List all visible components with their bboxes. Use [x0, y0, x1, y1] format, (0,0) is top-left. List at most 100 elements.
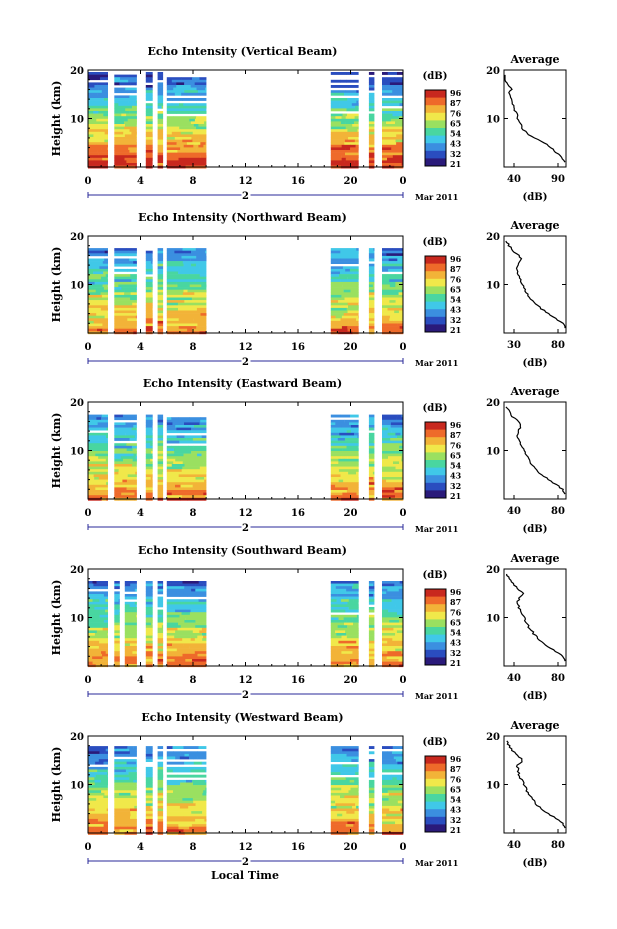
- heatmap-cell: [355, 803, 359, 807]
- heatmap-cell: [347, 276, 359, 280]
- colorbar-frame: [424, 588, 447, 666]
- heatmap-cell: [166, 315, 181, 319]
- heatmap-cell: [126, 113, 137, 117]
- heatmap-cell: [124, 646, 137, 649]
- heatmap-cell: [347, 98, 359, 101]
- heatmap-cell: [127, 474, 137, 478]
- heatmap-cell: [166, 627, 178, 631]
- heatmap-cell: [382, 326, 400, 329]
- heatmap-cell: [95, 289, 108, 293]
- avg-y-tick-label: 10: [486, 281, 500, 292]
- heatmap-cell: [88, 646, 100, 649]
- heatmap-cell: [124, 640, 137, 644]
- heatmap-cell: [129, 818, 137, 822]
- heatmap-cell: [145, 131, 151, 135]
- heatmap-cell: [97, 82, 107, 86]
- heatmap-cell: [157, 785, 164, 788]
- date-marker: 2: [242, 690, 249, 701]
- heatmap-cell: [123, 137, 130, 140]
- heatmap-cell: [166, 782, 181, 786]
- heatmap-cell: [341, 155, 358, 159]
- heatmap-cell: [202, 811, 207, 814]
- heatmap-cell: [342, 766, 359, 770]
- heatmap-cell: [180, 484, 193, 488]
- heatmap-cell: [125, 790, 137, 794]
- heatmap-cell: [373, 440, 375, 444]
- heatmap-cell: [396, 607, 404, 610]
- colorbar-tick-label: 43: [450, 139, 462, 149]
- heatmap-cell: [199, 266, 207, 270]
- heatmap-cell: [387, 157, 404, 161]
- heatmap-cell: [166, 281, 177, 285]
- heatmap-cell: [88, 607, 95, 610]
- heatmap-cell: [330, 581, 341, 584]
- heatmap-cell: [88, 108, 95, 112]
- heatmap-cell: [130, 248, 137, 251]
- heatmap-cell: [101, 305, 108, 309]
- heatmap-cell: [129, 137, 137, 140]
- heatmap-cell: [166, 129, 181, 133]
- heatmap-cell: [173, 751, 181, 755]
- heatmap-cell: [88, 414, 102, 418]
- heatmap-cell: [330, 448, 343, 452]
- heatmap-cell: [189, 320, 197, 324]
- heatmap-cell: [368, 627, 375, 631]
- heatmap-cell: [166, 263, 184, 267]
- heatmap-cell: [401, 813, 404, 817]
- heatmap-cell: [166, 82, 177, 86]
- heatmap-cell: [346, 811, 355, 814]
- heatmap-cell: [387, 638, 393, 642]
- heatmap-cell: [166, 287, 172, 290]
- colorbar-tick-label: 54: [450, 461, 462, 471]
- heatmap-cell: [330, 469, 340, 473]
- heatmap-cell: [183, 746, 199, 749]
- heatmap-cell: [166, 487, 180, 491]
- heatmap-cell: [166, 466, 183, 470]
- heatmap-cell: [114, 466, 124, 470]
- heatmap-cell: [88, 656, 93, 660]
- heatmap-cell: [114, 300, 127, 303]
- heatmap-cell: [180, 751, 198, 755]
- heatmap-cell: [166, 142, 177, 146]
- heatmap-cell: [145, 816, 153, 820]
- heatmap-cell: [336, 638, 344, 642]
- heatmap-cell: [178, 824, 193, 827]
- heatmap-cell: [130, 121, 137, 125]
- heatmap-cell: [94, 633, 108, 636]
- heatmap-cell: [339, 581, 352, 584]
- heatmap-cell: [88, 92, 98, 96]
- heatmap-cell: [103, 105, 108, 109]
- heatmap-cell: [130, 82, 136, 86]
- heatmap-cell: [157, 279, 164, 283]
- colorbar-band: [425, 158, 446, 167]
- heatmap-cell: [145, 651, 153, 655]
- heatmap-cell: [201, 653, 207, 657]
- heatmap-cell: [200, 656, 207, 660]
- heatmap-cell: [199, 274, 207, 277]
- heatmap-cell: [368, 661, 375, 665]
- colorbar-band: [425, 771, 446, 780]
- heatmap-cell: [181, 77, 193, 81]
- colorbar-unit: (dB): [423, 237, 448, 248]
- heatmap-cell: [161, 105, 164, 109]
- heatmap-cell: [114, 607, 120, 610]
- heatmap-cell: [92, 279, 108, 283]
- avg-y-tick-label: 10: [486, 781, 500, 792]
- heatmap-cell: [401, 803, 404, 807]
- heatmap-cell: [340, 250, 355, 254]
- heatmap-cell: [122, 479, 128, 483]
- heatmap-cell: [171, 492, 189, 496]
- heatmap-cell: [132, 803, 137, 807]
- heatmap-cell: [172, 769, 191, 773]
- heatmap-cell: [342, 614, 358, 618]
- heatmap-cell: [391, 614, 399, 618]
- heatmap-cell: [157, 263, 164, 267]
- heatmap-cell: [390, 648, 396, 652]
- heatmap-cell: [382, 266, 394, 270]
- heatmap-cell: [180, 430, 192, 434]
- heatmap-cell: [157, 326, 164, 329]
- heatmap-cell: [382, 471, 396, 475]
- heatmap-cell: [120, 456, 132, 460]
- heatmap-cell: [145, 300, 153, 303]
- heatmap-cell: [354, 310, 359, 314]
